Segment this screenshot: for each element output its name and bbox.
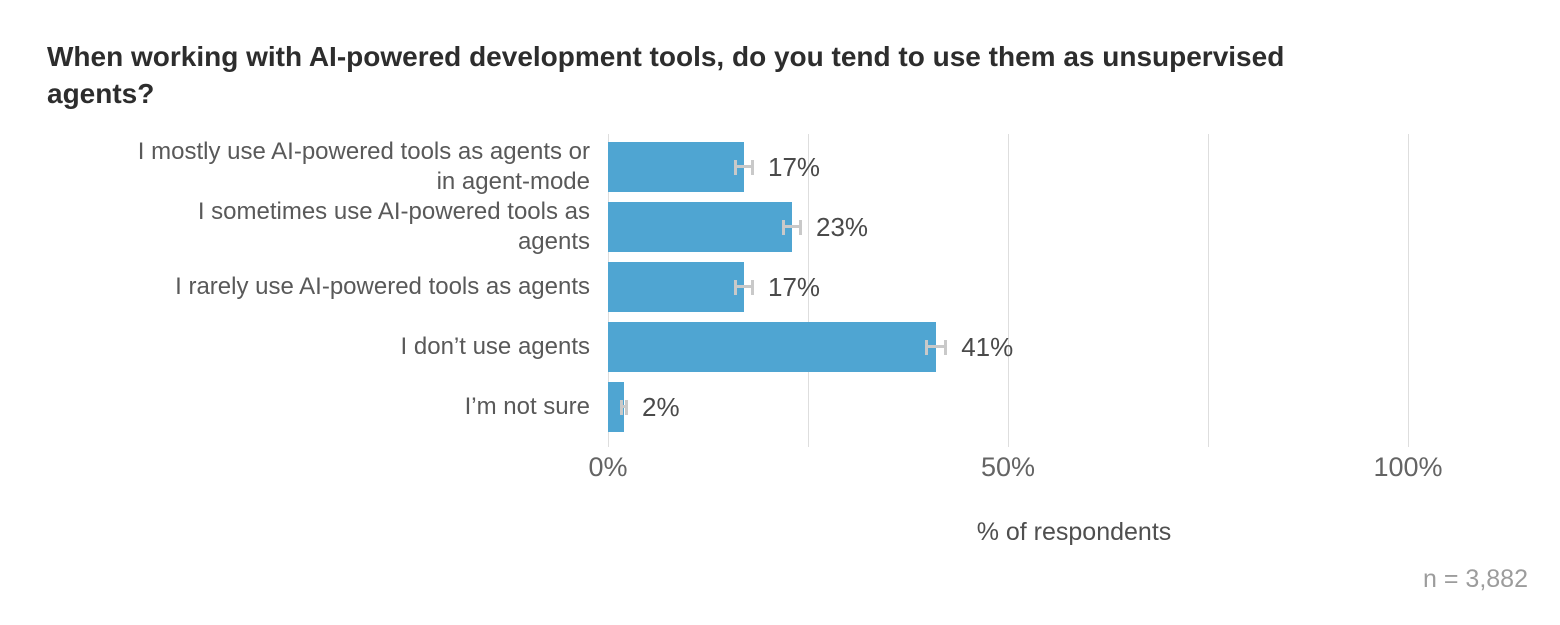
gridline xyxy=(808,134,809,447)
bar-row: I mostly use AI-powered tools as agents … xyxy=(0,137,1560,197)
category-label: I’m not sure xyxy=(464,393,590,420)
category-label: I don’t use agents xyxy=(400,333,590,360)
bar xyxy=(608,202,792,252)
error-bar xyxy=(734,279,754,295)
bar-rows: I mostly use AI-powered tools as agents … xyxy=(0,137,1560,437)
bar-row: I’m not sure 2% xyxy=(0,377,1560,437)
error-bar-cap xyxy=(924,339,928,355)
x-tick: 50% xyxy=(980,452,1036,482)
gridline xyxy=(1408,134,1409,447)
bar xyxy=(608,382,624,432)
error-bar xyxy=(734,159,754,175)
error-bar-cap xyxy=(751,159,754,175)
sample-size-label: n = 3,882 xyxy=(1423,565,1528,593)
value-label: 17% xyxy=(768,151,821,182)
error-bar xyxy=(782,219,802,235)
error-bar-cap xyxy=(625,399,628,415)
x-tick: 0% xyxy=(588,452,628,482)
bar-track: 41% xyxy=(608,317,1560,377)
error-bar xyxy=(924,339,948,355)
bar-track: 17% xyxy=(608,257,1560,317)
error-bar-cap xyxy=(944,339,948,355)
error-bar-cap xyxy=(751,279,754,295)
bar-row: I sometimes use AI-powered tools as agen… xyxy=(0,197,1560,257)
category-label: I rarely use AI-powered tools as agents xyxy=(175,273,590,300)
value-label: 2% xyxy=(642,391,680,422)
bar-row: I rarely use AI-powered tools as agents … xyxy=(0,257,1560,317)
x-axis-ticks: 0% 50% 100% xyxy=(588,452,1442,488)
bar xyxy=(608,142,744,192)
bar-track: 17% xyxy=(608,137,1560,197)
value-label: 23% xyxy=(816,211,869,242)
bar xyxy=(608,262,744,312)
bar xyxy=(608,322,936,372)
error-bar xyxy=(620,399,628,415)
value-label: 41% xyxy=(961,331,1014,362)
value-label: 17% xyxy=(768,271,821,302)
error-bar-cap xyxy=(620,399,623,415)
error-bar-cap xyxy=(799,219,802,235)
gridline xyxy=(1208,134,1209,447)
x-tick: 100% xyxy=(1373,452,1443,482)
category-label: I mostly use AI-powered tools as agents … xyxy=(137,138,590,195)
error-bar-cap xyxy=(734,159,737,175)
gridline xyxy=(1008,134,1009,447)
error-bar-cap xyxy=(734,279,737,295)
category-label: I sometimes use AI-powered tools as agen… xyxy=(197,198,590,255)
bar-track: 23% xyxy=(608,197,1560,257)
x-axis-label: % of respondents xyxy=(976,518,1172,546)
error-bar-cap xyxy=(782,219,785,235)
bar-track: 2% xyxy=(608,377,1560,437)
bar-row: I don’t use agents 41% xyxy=(0,317,1560,377)
chart-title: When working with AI-powered development… xyxy=(47,41,1285,109)
